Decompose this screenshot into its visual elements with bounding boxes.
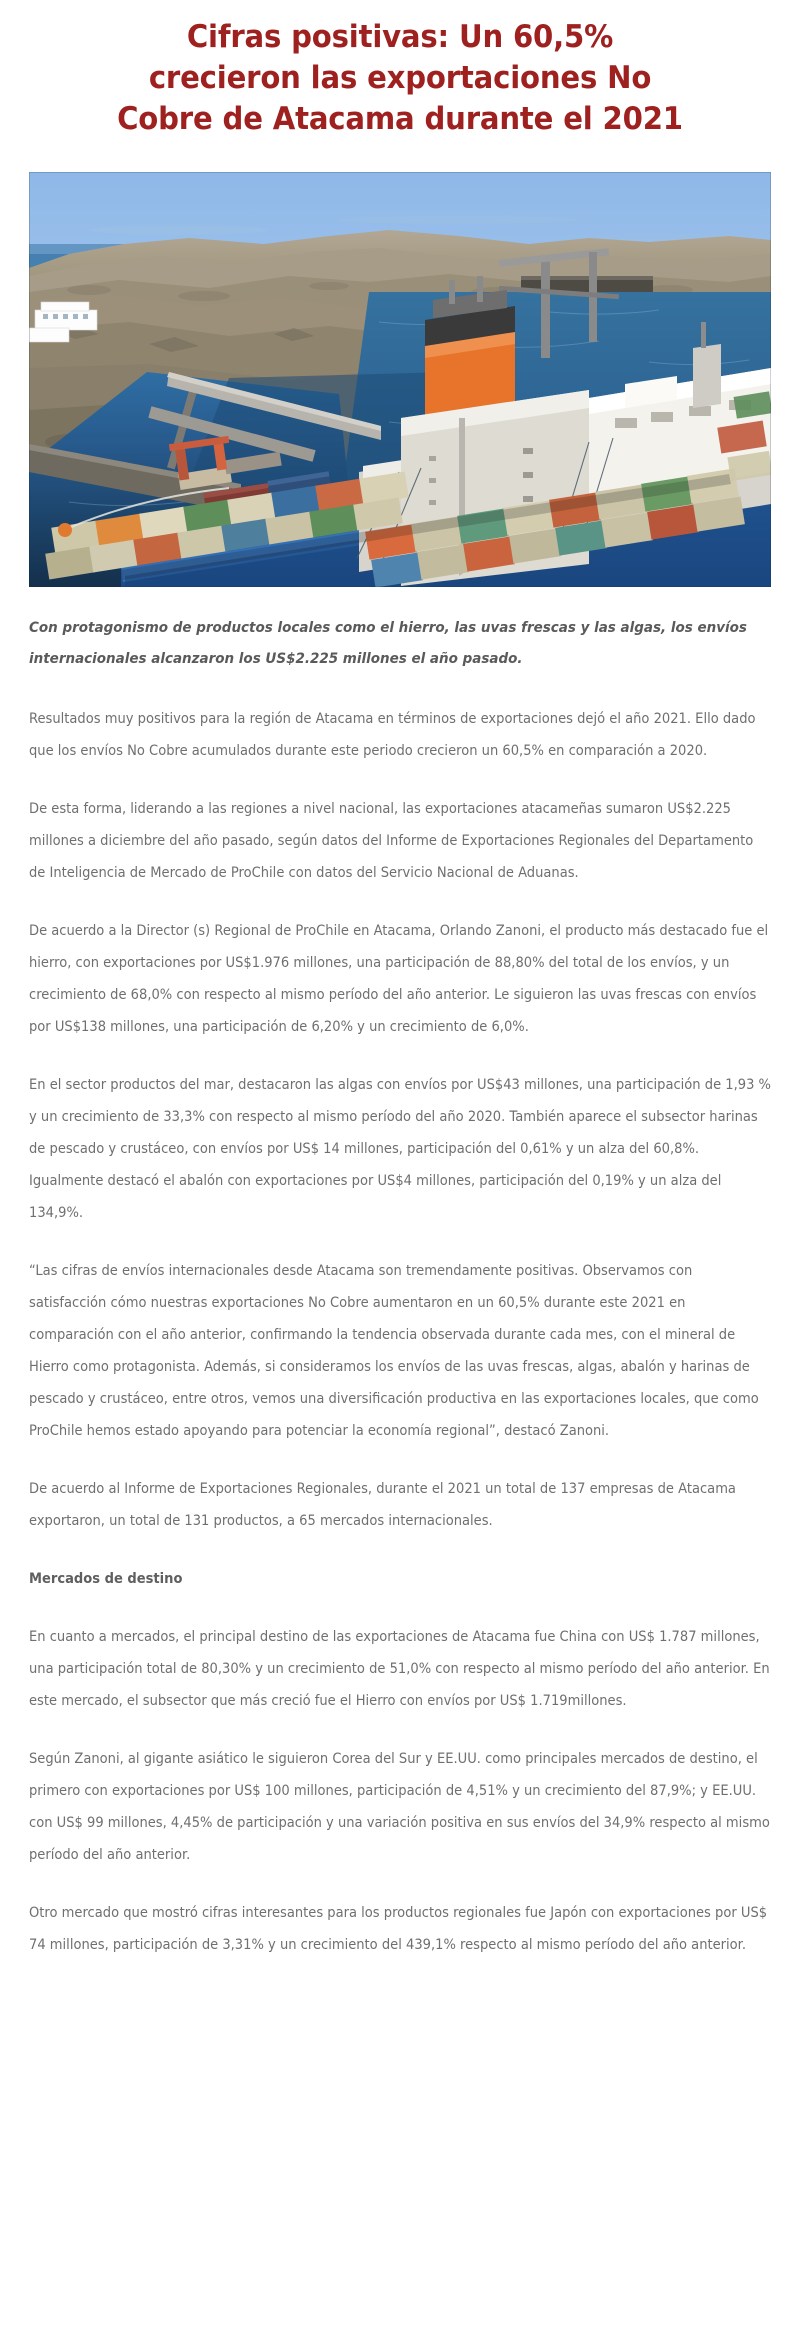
article-paragraph: De acuerdo al Informe de Exportaciones R… — [29, 1481, 736, 1529]
article-paragraph: Resultados muy positivos para la región … — [29, 711, 756, 759]
article-body: Con protagonismo de productos locales co… — [0, 613, 800, 1961]
article-paragraph: De acuerdo a la Director (s) Regional de… — [29, 923, 769, 1035]
article-paragraph: En el sector productos del mar, destacar… — [29, 1077, 771, 1221]
port-container-ship-photo — [29, 172, 771, 587]
article-paragraph: Según Zanoni, al gigante asiático le sig… — [29, 1751, 770, 1863]
article-paragraph: En cuanto a mercados, el principal desti… — [29, 1629, 770, 1709]
article-paragraph-quote: “Las cifras de envíos internacionales de… — [29, 1263, 759, 1439]
article-lede: Con protagonismo de productos locales co… — [29, 620, 747, 667]
hero-figure — [0, 172, 800, 587]
article-container: Cifras positivas: Un 60,5% crecieron las… — [0, 19, 800, 1961]
section-subheading-mercados: Mercados de destino — [29, 1571, 183, 1587]
article-paragraph: Otro mercado que mostró cifras interesan… — [29, 1905, 768, 1953]
page-title: Cifras positivas: Un 60,5% crecieron las… — [117, 19, 683, 137]
article-paragraph: De esta forma, liderando a las regiones … — [29, 801, 754, 881]
